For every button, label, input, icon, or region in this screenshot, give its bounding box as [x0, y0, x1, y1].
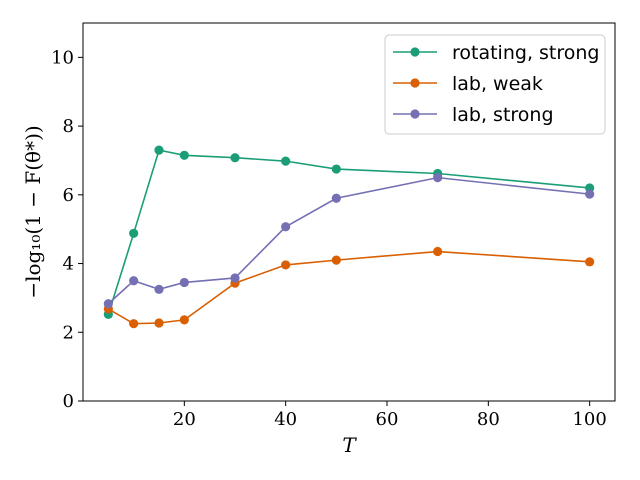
- x-tick-label: 60: [376, 409, 399, 430]
- data-point: [331, 193, 341, 203]
- x-tick-label: 40: [274, 409, 297, 430]
- data-point: [129, 276, 139, 286]
- series-line-2: [107, 250, 590, 325]
- y-tick-label: 0: [63, 391, 74, 412]
- x-axis-label: T: [342, 433, 357, 457]
- data-point: [331, 164, 341, 174]
- x-tick-label: 20: [173, 409, 196, 430]
- data-point: [179, 150, 189, 160]
- y-tick-label: 2: [63, 322, 74, 343]
- plot-frame: [82, 22, 616, 402]
- data-point: [103, 299, 113, 309]
- y-tick-label: 8: [63, 116, 74, 137]
- y-tick-label: 10: [51, 47, 74, 68]
- data-point: [433, 246, 443, 257]
- x-tick-label: 100: [572, 409, 606, 430]
- legend-label: lab, strong: [452, 104, 554, 126]
- series-line-1: [107, 149, 590, 315]
- legend-label: rotating, strong: [452, 42, 600, 64]
- legend-marker: [410, 109, 420, 119]
- x-tick-label: 80: [477, 409, 500, 430]
- legend-marker: [410, 78, 420, 88]
- data-point: [179, 315, 189, 325]
- data-point: [179, 277, 189, 288]
- data-point: [154, 145, 164, 155]
- data-point: [154, 284, 164, 294]
- y-axis-label: −log₁₀(1 − F(θ*)): [21, 125, 45, 298]
- data-point: [585, 257, 595, 267]
- legend-label: lab, weak: [452, 73, 543, 95]
- data-point: [129, 228, 139, 238]
- data-point: [230, 273, 240, 283]
- data-point: [585, 189, 595, 199]
- data-point: [281, 260, 291, 270]
- data-point: [154, 318, 164, 328]
- data-point: [331, 255, 341, 265]
- data-point: [281, 222, 291, 232]
- y-tick-label: 6: [63, 185, 74, 206]
- data-point: [230, 153, 240, 163]
- legend-box: [384, 34, 606, 135]
- legend-marker: [410, 47, 420, 57]
- data-point: [129, 319, 139, 329]
- data-point: [281, 156, 291, 166]
- data-point: [433, 173, 443, 183]
- y-tick-label: 4: [63, 254, 74, 275]
- legend: rotating, strong lab, weak lab, strong: [384, 34, 606, 135]
